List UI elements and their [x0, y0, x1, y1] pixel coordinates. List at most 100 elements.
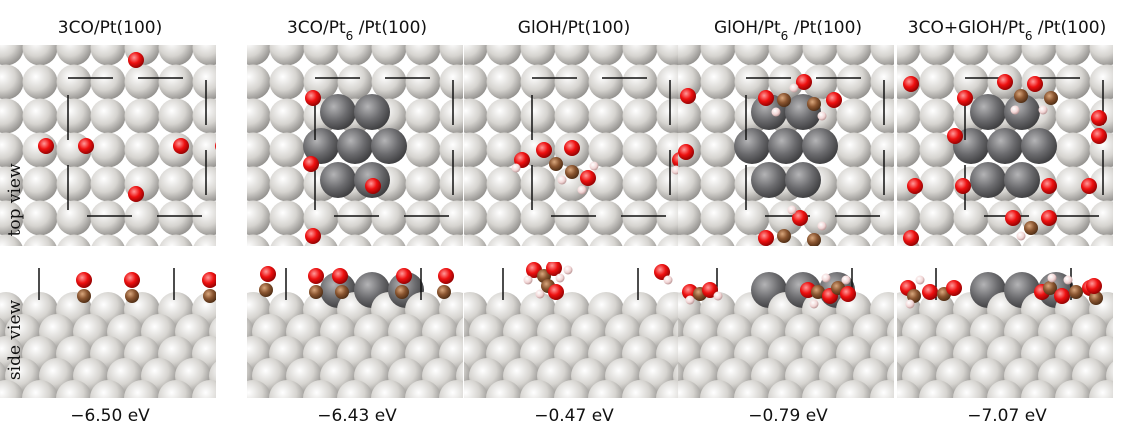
atom	[836, 380, 872, 416]
atom	[589, 235, 624, 270]
atom	[790, 84, 799, 93]
atom	[578, 186, 587, 195]
top-view	[886, 31, 1122, 270]
atom	[1090, 201, 1122, 236]
panel-title: 3CO/Pt(100)	[58, 18, 162, 38]
atom	[521, 99, 556, 134]
atom	[128, 52, 144, 68]
atom	[260, 266, 276, 282]
atom	[701, 65, 736, 100]
atom	[818, 222, 827, 231]
atom	[680, 88, 696, 104]
atom	[371, 128, 407, 164]
atom	[1039, 106, 1048, 115]
panel-title: 3CO/Pt6 /Pt(100)	[287, 18, 427, 43]
atom	[125, 289, 139, 303]
structure-panel: 3CO/Pt(100)−6.50 eV	[0, 18, 279, 426]
atom	[1004, 162, 1040, 198]
atom	[193, 167, 228, 202]
atom	[920, 235, 955, 270]
atom	[1055, 380, 1091, 416]
atom	[623, 201, 658, 236]
atom	[437, 285, 451, 299]
atom	[270, 133, 305, 168]
atom	[512, 164, 521, 173]
row-label-side: side view	[5, 299, 25, 380]
title-main: GlOH/Pt	[714, 18, 781, 38]
atom	[23, 167, 58, 202]
atom	[269, 380, 305, 416]
atom	[922, 284, 938, 300]
atom	[701, 133, 736, 168]
atom	[589, 167, 624, 202]
atom	[842, 276, 851, 285]
atom	[837, 235, 872, 270]
atom	[1081, 178, 1097, 194]
atom	[125, 235, 160, 270]
atom	[78, 138, 94, 154]
atom	[664, 276, 673, 285]
atom	[1022, 235, 1057, 270]
atom	[91, 235, 126, 270]
title-main: 3CO/Pt	[287, 18, 346, 38]
row-label-top: top view	[5, 163, 25, 236]
atom	[363, 0, 379, 4]
atom	[395, 285, 409, 299]
adsorption-energy: −0.47 eV	[534, 406, 614, 426]
title-main: GlOH/Pt(100)	[518, 18, 630, 38]
figure: 3CO/Pt(100)−6.50 eV3CO/Pt6 /Pt(100)−6.43…	[0, 0, 1122, 429]
atom	[406, 167, 441, 202]
atom	[1056, 133, 1091, 168]
atom	[1048, 274, 1057, 283]
panel-title: 3CO+GlOH/Pt6 /Pt(100)	[908, 18, 1106, 43]
atom	[305, 90, 321, 106]
atom	[558, 176, 567, 185]
atom	[1017, 232, 1026, 241]
panel-title: GlOH/Pt6 /Pt(100)	[714, 18, 862, 43]
atom	[158, 380, 194, 416]
atom	[305, 228, 321, 244]
atom	[0, 133, 24, 168]
atom	[0, 65, 24, 100]
atom	[335, 285, 349, 299]
atom	[701, 167, 736, 202]
atom	[947, 128, 963, 144]
atom	[159, 99, 194, 134]
atom	[91, 65, 126, 100]
atom	[270, 65, 305, 100]
adsorption-energy: −7.07 eV	[967, 406, 1047, 426]
atom	[203, 289, 217, 303]
atom	[192, 380, 228, 416]
atom	[622, 380, 658, 416]
atom	[807, 97, 821, 111]
atom	[215, 138, 231, 154]
atom	[76, 272, 92, 288]
atom	[23, 201, 58, 236]
atom	[818, 112, 827, 121]
atom	[236, 167, 271, 202]
atom	[777, 229, 791, 243]
atom	[955, 178, 971, 194]
atom	[372, 65, 407, 100]
atom	[758, 230, 774, 246]
atom	[236, 201, 271, 236]
atom	[396, 268, 412, 284]
title-rest: /Pt(100)	[788, 18, 862, 38]
atom	[337, 128, 373, 164]
atom	[23, 31, 58, 66]
atom	[487, 65, 522, 100]
atom	[810, 300, 819, 309]
atom	[840, 286, 856, 302]
atom	[1024, 221, 1038, 235]
atom	[954, 201, 989, 236]
atom	[125, 201, 160, 236]
atom	[125, 65, 160, 100]
atom	[700, 380, 736, 416]
atom	[1091, 128, 1107, 144]
atom	[1005, 210, 1021, 226]
atom	[236, 99, 271, 134]
atom	[23, 65, 58, 100]
atom	[920, 65, 955, 100]
atom	[714, 292, 723, 301]
atom	[623, 167, 658, 202]
